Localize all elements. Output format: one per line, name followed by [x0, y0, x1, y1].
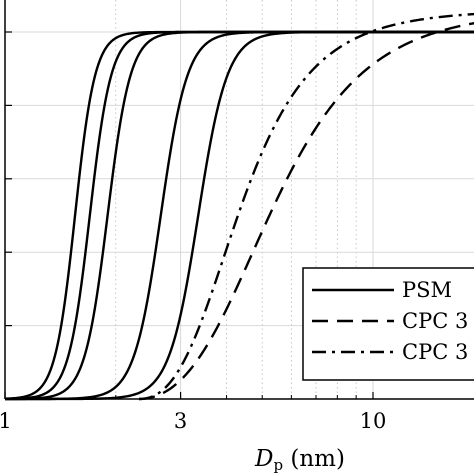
- curve-dashed-0: [139, 22, 474, 401]
- legend-entry-cpc-dashed: CPC 3: [312, 309, 468, 333]
- x-axis-label-main: D: [254, 446, 273, 472]
- tick-labels: 1 3 10: [0, 409, 386, 433]
- axes: [4, 0, 474, 400]
- legend: PSM CPC 3 CPC 3: [302, 267, 474, 381]
- legend-label-cpc-dashdot: CPC 3: [402, 340, 468, 364]
- curve-dashdot-0: [139, 12, 474, 401]
- x-tick-label: 1: [0, 409, 12, 433]
- legend-entry-cpc-dashdot: CPC 3: [312, 340, 468, 364]
- curves: [4, 12, 474, 401]
- legend-label-cpc-dashed: CPC 3: [402, 309, 468, 333]
- x-tick-label: 10: [360, 409, 387, 433]
- x-axis-label-sub: p: [273, 456, 283, 474]
- x-axis-label: Dp (nm): [254, 446, 345, 474]
- legend-entry-psm: PSM: [312, 278, 452, 302]
- legend-label-psm: PSM: [402, 278, 452, 302]
- x-tick-label: 3: [174, 409, 187, 433]
- legend-box: [302, 267, 474, 381]
- x-axis-label-unit: (nm): [283, 446, 345, 472]
